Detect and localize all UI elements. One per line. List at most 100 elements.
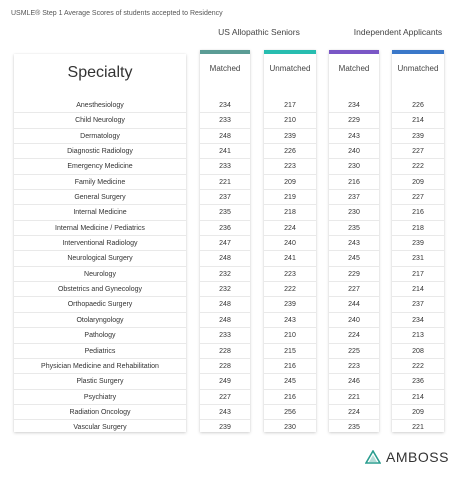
ind-matched-value: 227 — [329, 282, 379, 298]
us-unmatched-value: 226 — [264, 144, 316, 160]
us-matched-value: 233 — [200, 159, 250, 175]
ind-matched-value: 240 — [329, 144, 379, 160]
ind-matched-value: 221 — [329, 390, 379, 405]
ind-unmatched-value: 226 — [392, 98, 444, 114]
us-matched-value: 236 — [200, 221, 250, 237]
ind-matched-value: 230 — [329, 159, 379, 175]
us-matched-header: Matched — [209, 64, 241, 73]
ind-matched-value: 229 — [329, 267, 379, 283]
ind-unmatched-value: 239 — [392, 129, 444, 145]
us-matched-value: 232 — [200, 282, 250, 298]
us-unmatched-value: 240 — [264, 236, 316, 252]
ind-matched-value: 235 — [329, 221, 379, 237]
ind-unmatched-value: 214 — [392, 282, 444, 298]
us-unmatched-value: 243 — [264, 313, 316, 329]
ind-unmatched-value: 218 — [392, 221, 444, 237]
ind-unmatched-color-bar — [392, 50, 444, 54]
ind-matched-value: 223 — [329, 359, 379, 375]
ind-unmatched-value: 214 — [392, 390, 444, 405]
ind-unmatched-value: 217 — [392, 267, 444, 283]
ind-unmatched-value: 222 — [392, 159, 444, 175]
us-matched-value: 235 — [200, 205, 250, 221]
us-matched-value: 249 — [200, 374, 250, 390]
ind-matched-value: 235 — [348, 424, 360, 432]
us-unmatched-value: 209 — [264, 175, 316, 191]
ind-matched-values: 234 229 243 240 230 216 237 230 235 243 245 229 227 2… — [329, 98, 379, 436]
us-unmatched-value: 239 — [264, 129, 316, 145]
group-title-us: US Allopathic Seniors — [218, 27, 300, 37]
ind-unmatched-value: 222 — [392, 359, 444, 375]
ind-matched-value: 244 — [329, 297, 379, 313]
us-matched-value: 239 — [219, 424, 231, 432]
ind-unmatched-value: 231 — [392, 251, 444, 267]
us-matched-value: 247 — [200, 236, 250, 252]
ind-matched-value: 243 — [329, 129, 379, 145]
chart-caption: USMLE® Step 1 Average Scores of students… — [11, 10, 223, 17]
specialty-label: Psychiatry — [14, 390, 186, 405]
ind-unmatched-value: 239 — [392, 236, 444, 252]
us-matched-value: 248 — [200, 313, 250, 329]
us-matched-value: 227 — [200, 390, 250, 405]
us-unmatched-value: 230 — [284, 424, 296, 432]
amboss-logo: AMBOSS — [365, 449, 449, 465]
us-matched-value: 233 — [200, 328, 250, 344]
amboss-logo-text: AMBOSS — [386, 449, 449, 465]
ind-unmatched-card: Unmatched 226 214 239 227 222 209 227 216 218 239… — [392, 50, 444, 432]
us-unmatched-value: 239 — [264, 297, 316, 313]
us-unmatched-value: 210 — [264, 328, 316, 344]
us-matched-value: 234 — [200, 98, 250, 114]
us-matched-value: 232 — [200, 267, 250, 283]
us-unmatched-card: Unmatched 217 210 239 226 223 209 219 218 224 240… — [264, 50, 316, 432]
specialty-label: Internal Medicine / Pediatrics — [14, 221, 186, 237]
us-matched-value: 233 — [200, 113, 250, 129]
specialty-label: Pediatrics — [14, 344, 186, 359]
ind-matched-color-bar — [329, 50, 379, 54]
specialty-label: Dermatology — [14, 129, 186, 145]
ind-unmatched-value: 213 — [392, 328, 444, 344]
ind-unmatched-value: 227 — [392, 190, 444, 206]
specialty-header: Specialty — [67, 64, 133, 81]
us-matched-value: 221 — [200, 175, 250, 191]
ind-unmatched-values: 226 214 239 227 222 209 227 216 218 239 231 217 214 2… — [392, 98, 444, 436]
specialty-label: Family Medicine — [14, 175, 186, 191]
ind-matched-value: 216 — [329, 175, 379, 191]
us-matched-card: Matched 234 233 248 241 233 221 237 235 236 247 24… — [200, 50, 250, 432]
us-matched-value: 228 — [200, 344, 250, 359]
us-unmatched-value: 223 — [264, 267, 316, 283]
ind-matched-value: 240 — [329, 313, 379, 329]
us-unmatched-value: 223 — [264, 159, 316, 175]
specialty-label: Pathology — [14, 328, 186, 344]
specialty-list: Anesthesiology Child Neurology Dermatology… — [14, 98, 186, 436]
amboss-logo-icon — [365, 450, 381, 464]
specialty-label: Radiation Oncology — [14, 405, 186, 421]
specialty-label: Interventional Radiology — [14, 236, 186, 252]
specialty-label: Emergency Medicine — [14, 159, 186, 175]
specialty-label: Orthopaedic Surgery — [14, 297, 186, 313]
specialty-label: Vascular Surgery — [73, 424, 127, 432]
ind-unmatched-value: 216 — [392, 205, 444, 221]
ind-matched-value: 243 — [329, 236, 379, 252]
us-unmatched-value: 215 — [264, 344, 316, 359]
ind-matched-value: 234 — [329, 98, 379, 114]
ind-unmatched-value: 237 — [392, 297, 444, 313]
us-unmatched-values: 217 210 239 226 223 209 219 218 224 240 241 223 222 2… — [264, 98, 316, 436]
us-matched-value: 248 — [200, 297, 250, 313]
us-unmatched-value: 224 — [264, 221, 316, 237]
ind-unmatched-value: 208 — [392, 344, 444, 359]
us-unmatched-value: 218 — [264, 205, 316, 221]
us-matched-value: 243 — [200, 405, 250, 421]
us-unmatched-header: Unmatched — [269, 64, 311, 73]
specialty-label: Otolaryngology — [14, 313, 186, 329]
ind-unmatched-header: Unmatched — [397, 64, 439, 73]
ind-matched-value: 230 — [329, 205, 379, 221]
us-unmatched-value: 210 — [264, 113, 316, 129]
ind-matched-value: 225 — [329, 344, 379, 359]
specialty-label: Obstetrics and Gynecology — [14, 282, 186, 298]
ind-matched-value: 237 — [329, 190, 379, 206]
us-matched-color-bar — [200, 50, 250, 54]
ind-matched-value: 224 — [329, 328, 379, 344]
ind-unmatched-value: 221 — [412, 424, 424, 432]
ind-unmatched-value: 209 — [392, 175, 444, 191]
ind-unmatched-value: 227 — [392, 144, 444, 160]
us-matched-value: 237 — [200, 190, 250, 206]
